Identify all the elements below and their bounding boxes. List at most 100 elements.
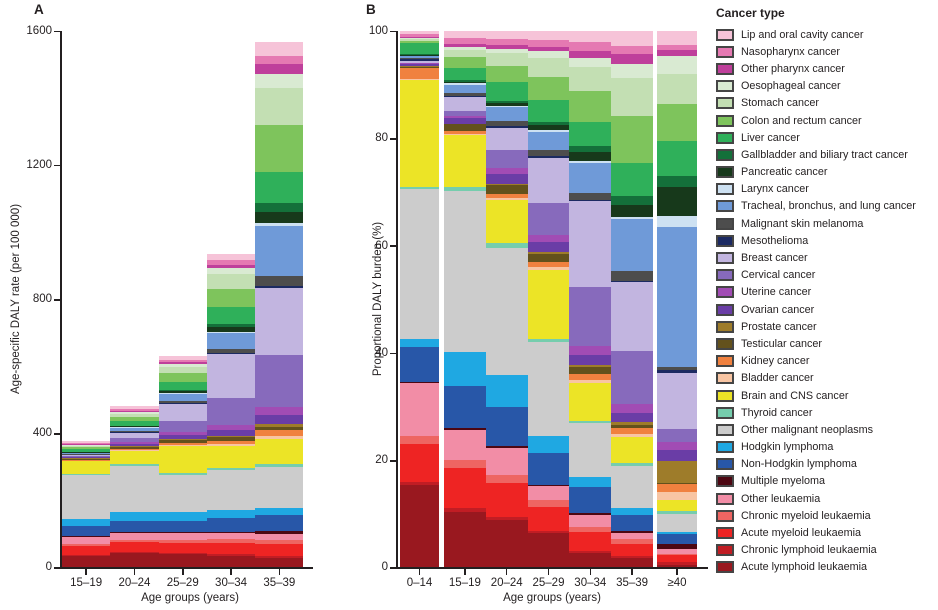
bar-segment [62, 452, 111, 455]
legend-item-label: Other pharynx cancer [741, 62, 845, 75]
bar-segment [657, 441, 697, 451]
bar-segment [657, 44, 697, 51]
bar-segment [400, 57, 439, 60]
bar-segment [527, 251, 570, 254]
bar-segment [62, 518, 111, 527]
legend-item-label: Bladder cancer [741, 372, 814, 385]
bar-segment [255, 530, 304, 534]
bar-segment [527, 39, 570, 47]
bar-segment [158, 400, 207, 404]
bar-segment [527, 234, 570, 243]
bar-segment [158, 359, 207, 363]
bar-segment [485, 31, 528, 39]
bar-segment [485, 406, 528, 447]
bar-segment [657, 533, 697, 544]
bar-segment [527, 269, 570, 340]
bar-segment [158, 472, 207, 475]
legend-swatch [716, 166, 734, 179]
bar-segment [569, 90, 612, 122]
bar-segment [110, 551, 159, 554]
legend-item: Ovarian cancer [716, 301, 936, 318]
bar-segment [110, 448, 159, 451]
bar-segment [657, 555, 697, 562]
bar-segment [485, 105, 528, 108]
bar-segment [62, 459, 111, 461]
legend-item: Gallbladder and biliary tract cancer [716, 146, 936, 163]
bar-segment [206, 510, 256, 519]
bar-segment [657, 140, 697, 177]
panel-b-x-axis-line [396, 567, 708, 569]
x-tick-label: 35–39 [263, 576, 296, 589]
legend-item-label: Prostate cancer [741, 320, 817, 333]
bar-segment [158, 434, 207, 440]
legend-swatch [716, 131, 734, 144]
bar-segment [158, 532, 207, 540]
bar-segment [255, 406, 304, 415]
bar-segment [611, 115, 653, 164]
legend-item-label: Other malignant neoplasms [741, 423, 874, 436]
bar-segment [444, 37, 486, 45]
bar-segment [110, 446, 159, 450]
bar-segment [444, 46, 486, 50]
legend-item-label: Oesophageal cancer [741, 80, 841, 93]
bar-segment [611, 270, 653, 281]
y-tick [389, 30, 397, 33]
bar-segment [158, 366, 207, 374]
bar-segment [569, 366, 612, 374]
bar-segment [485, 120, 528, 127]
legend-swatch [716, 252, 734, 265]
legend-swatch [716, 389, 734, 402]
legend-item: Lip and oral cavity cancer [716, 26, 936, 43]
legend-items: Lip and oral cavity cancer Nasopharynx ca… [716, 26, 936, 576]
bar-segment [255, 533, 304, 540]
bar-segment [569, 382, 612, 421]
bar-segment [62, 445, 111, 448]
x-tick [631, 569, 633, 575]
bar-segment [444, 429, 486, 460]
x-tick-label: 25–29 [532, 576, 565, 589]
bar-segment [400, 40, 439, 44]
bar-segment [569, 512, 612, 516]
bar-segment [527, 129, 570, 132]
bar-segment [400, 58, 439, 62]
bar-segment [400, 65, 439, 67]
bar-segment [611, 195, 653, 205]
bar-segment [255, 55, 304, 65]
bar-segment [206, 443, 256, 446]
bar-segment [485, 184, 528, 194]
bar-segment [400, 63, 439, 67]
legend-item-label: Larynx cancer [741, 183, 809, 196]
bar-segment [444, 130, 486, 134]
y-tick-label: 0 [381, 561, 388, 574]
bar-segment [611, 507, 653, 515]
bar-segment [110, 416, 159, 421]
bar-segment [400, 42, 439, 54]
legend-item-label: Cervical cancer [741, 269, 816, 282]
bar-segment [400, 381, 439, 383]
bar-segment [569, 199, 612, 202]
legend-item-label: Breast cancer [741, 252, 808, 265]
bar-segment [444, 96, 486, 111]
y-tick [53, 567, 61, 569]
bar-segment [657, 513, 697, 533]
bar-segment [110, 425, 159, 428]
bar-segment [611, 421, 653, 425]
bar-segment [569, 552, 612, 568]
legend-item-label: Mesothelioma [741, 234, 809, 247]
bar-segment [400, 68, 439, 80]
bar-segment [400, 53, 439, 55]
legend-item: Multiple myeloma [716, 473, 936, 490]
bar-segment [158, 431, 207, 436]
legend-item: Larynx cancer [716, 181, 936, 198]
bar-segment [62, 444, 111, 446]
legend-item: Colon and rectum cancer [716, 112, 936, 129]
legend-item-label: Chronic lymphoid leukaemia [741, 544, 877, 557]
legend-item-label: Nasopharynx cancer [741, 45, 841, 58]
bar-segment [62, 455, 111, 457]
bar-segment [527, 124, 570, 131]
legend-item-label: Multiple myeloma [741, 475, 826, 488]
bar-segment [444, 117, 486, 124]
legend-swatch [716, 286, 734, 299]
bar-segment [255, 41, 304, 57]
